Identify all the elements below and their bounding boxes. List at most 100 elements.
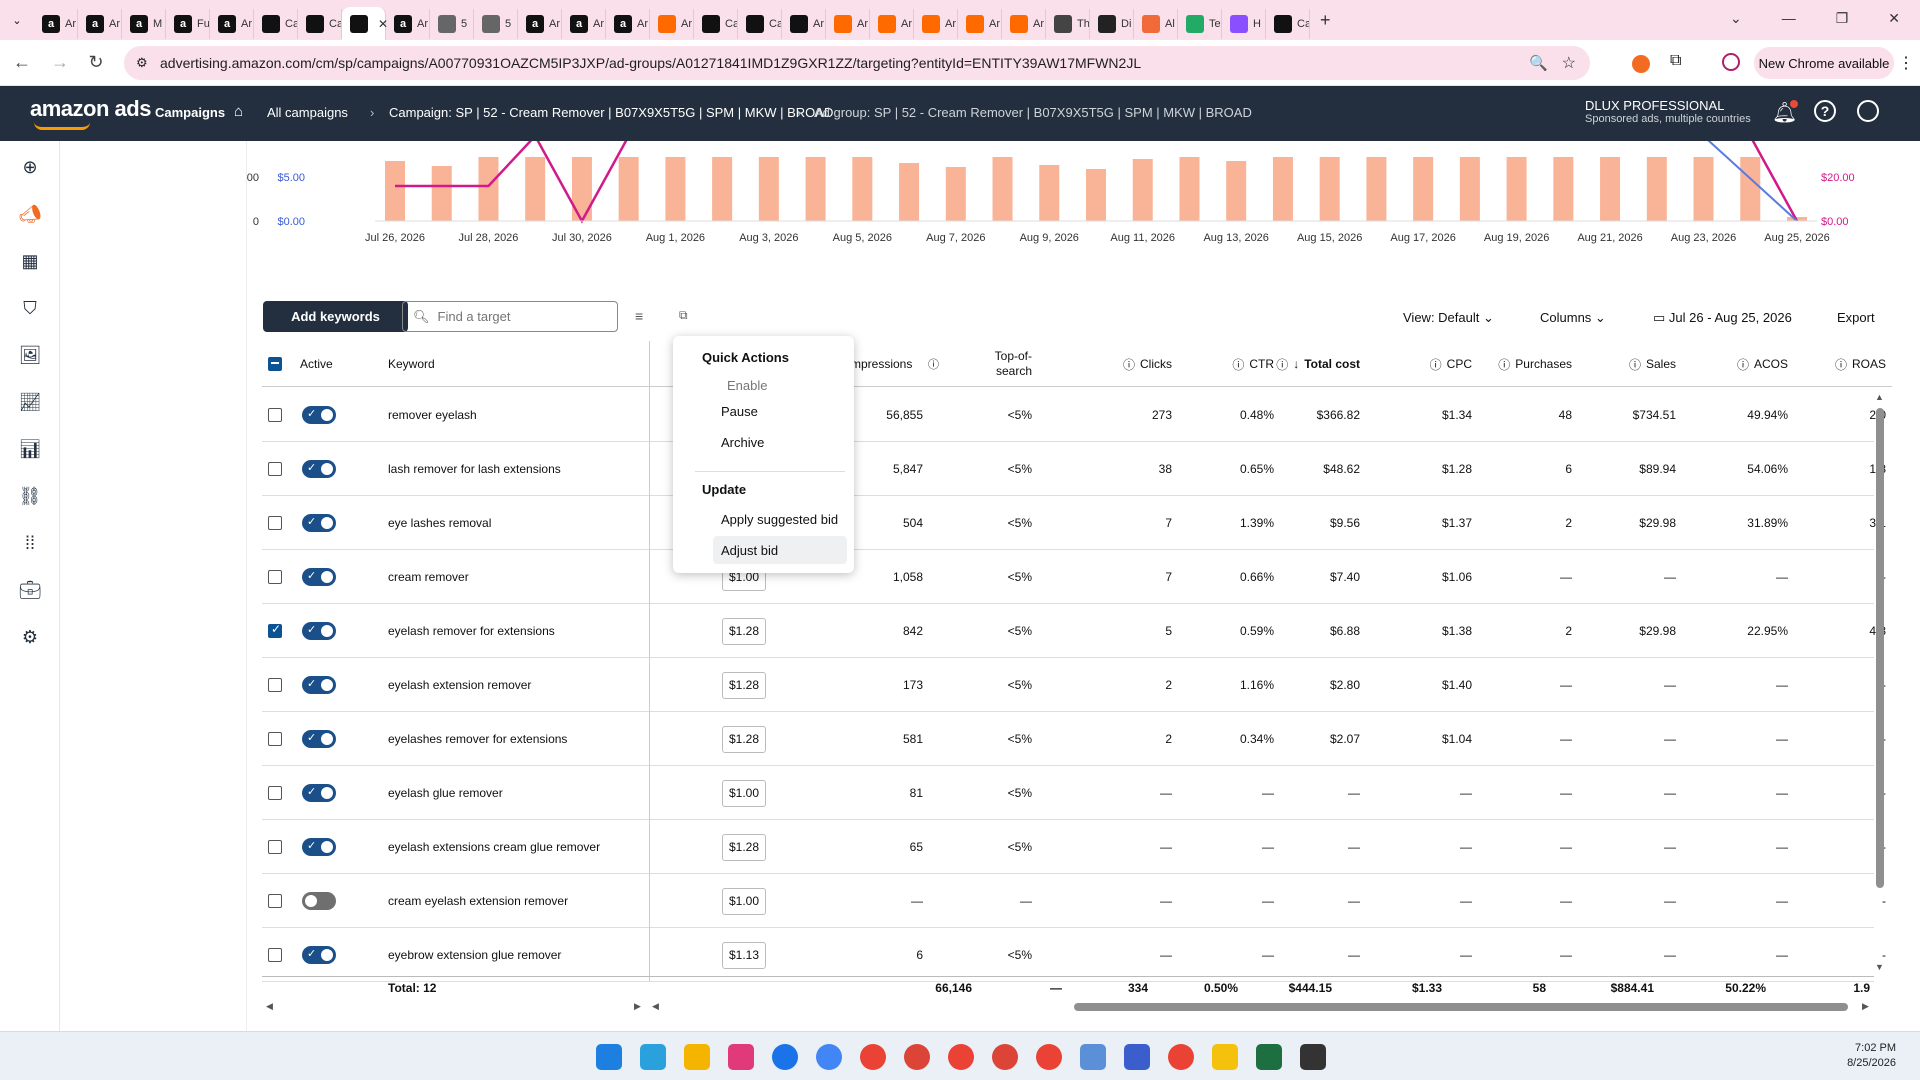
settings-gear-icon[interactable]: ⚙ — [21, 627, 39, 647]
dashboard-grid-icon[interactable]: ▦ — [21, 251, 39, 271]
scroll-up-arrow-icon[interactable]: ▲ — [1875, 392, 1884, 402]
browser-tab[interactable]: a Ar — [210, 9, 254, 39]
bid-input[interactable]: $1.28 — [722, 658, 766, 712]
clock[interactable]: 7:02 PM 8/25/2026 — [1847, 1041, 1896, 1071]
active-toggle[interactable]: ✓ — [302, 820, 336, 874]
campaign-breadcrumb[interactable]: Campaign: SP | 52 - Cream Remover | B07X… — [389, 105, 834, 120]
select-all-checkbox[interactable] — [268, 341, 282, 387]
row-checkbox[interactable] — [268, 496, 282, 550]
table-row[interactable]: cream eyelash extension remover $1.00 — — — —… — [262, 874, 1886, 928]
apps-dots-icon[interactable]: ⁞⁞ — [24, 533, 35, 553]
scroll-left-arrow-icon[interactable]: ◀ — [266, 1001, 273, 1011]
archive-menu-item[interactable]: Archive — [721, 435, 765, 450]
table-row[interactable]: ✓ eyelashes remover for extensions $1.28 58… — [262, 712, 1886, 766]
browser-tab[interactable]: a Ar — [562, 9, 606, 39]
bid-value[interactable]: $1.00 — [722, 887, 766, 915]
row-checkbox[interactable]: ✓ — [268, 604, 282, 658]
browser-tab[interactable]: Ar — [650, 9, 694, 39]
new-tab-button[interactable]: + — [1320, 9, 1331, 30]
table-row[interactable]: ✓ lash remover for lash extensions 5,847 <5… — [262, 442, 1886, 496]
active-toggle[interactable]: ✓ — [302, 496, 336, 550]
all-campaigns-link[interactable]: All campaigns — [267, 105, 348, 120]
bid-input[interactable]: $1.28 — [722, 820, 766, 874]
user-account-icon[interactable] — [1857, 100, 1879, 122]
info-icon[interactable]: ⓘ — [928, 359, 939, 371]
chevron-down-icon[interactable]: ⌄ — [1729, 10, 1742, 26]
bid-input[interactable]: $1.28 — [722, 604, 766, 658]
restore-icon[interactable]: ❐ — [1835, 10, 1849, 26]
browser-tab[interactable]: 5 — [430, 9, 474, 39]
bid-input[interactable]: $1.00 — [722, 874, 766, 928]
vertical-scrollbar-track[interactable]: ▲ ▼ — [1872, 390, 1888, 990]
scroll-right-arrow-icon[interactable]: ▶ — [634, 1001, 641, 1011]
brand-shield-icon[interactable]: ⛉ — [23, 298, 37, 318]
pause-menu-item[interactable]: Pause — [721, 404, 758, 419]
active-toggle[interactable]: ✓ — [302, 388, 336, 442]
chrome-icon[interactable] — [992, 1044, 1018, 1070]
media-player-icon[interactable] — [1300, 1044, 1326, 1070]
table-row[interactable]: ✓ eyelash extensions cream glue remover $1… — [262, 820, 1886, 874]
col-ctr[interactable]: ⓘ CTR — [1162, 341, 1274, 387]
col-roas[interactable]: ⓘ ROAS — [1788, 341, 1886, 387]
zoom-icon[interactable]: 🔍 — [1529, 55, 1548, 72]
campaigns-link[interactable]: Campaigns — [155, 105, 226, 120]
creative-image-icon[interactable]: 🖼︎ — [18, 345, 42, 365]
browser-tab[interactable]: a Fu — [166, 9, 210, 39]
table-row[interactable]: ✓ ✓ eyelash remover for extensions $1.28 842… — [262, 604, 1886, 658]
row-checkbox[interactable] — [268, 712, 282, 766]
active-toggle[interactable]: ✓ — [302, 928, 336, 982]
extensions-puzzle-icon[interactable]: ⧉ — [1670, 52, 1682, 69]
chrome-icon[interactable] — [1036, 1044, 1062, 1070]
bid-input[interactable]: $1.28 — [722, 712, 766, 766]
scroll-down-arrow-icon[interactable]: ▼ — [1875, 962, 1884, 972]
col-cpc[interactable]: ⓘ CPC — [1372, 341, 1472, 387]
excel-icon[interactable] — [1256, 1044, 1282, 1070]
col-total-cost[interactable]: ⓘ ↓ Total cost — [1248, 341, 1360, 387]
table-row[interactable]: ✓ eye lashes removal 504 <5% 7 1.39% $9.56 $1.3… — [262, 496, 1886, 550]
browser-tab[interactable]: Ar — [870, 9, 914, 39]
browser-tab[interactable]: a Ar — [78, 9, 122, 39]
table-row[interactable]: ✓ remover eyelash 56,855 <5% 273 0.48% $366.82… — [262, 388, 1886, 442]
chrome-icon[interactable] — [772, 1044, 798, 1070]
filter-icon[interactable]: ≡ — [635, 308, 644, 324]
browser-tab[interactable]: Ar — [1002, 9, 1046, 39]
horizontal-scrollbar-thumb[interactable] — [1074, 1003, 1848, 1011]
home-icon[interactable]: ⌂ — [234, 103, 244, 120]
active-toggle[interactable]: ✓ — [302, 658, 336, 712]
browser-tab[interactable]: 5 — [474, 9, 518, 39]
row-checkbox[interactable] — [268, 874, 282, 928]
browser-tab[interactable]: Ar — [958, 9, 1002, 39]
help-icon[interactable]: ? — [1814, 100, 1836, 122]
bid-value[interactable]: $1.28 — [722, 833, 766, 861]
browser-tab[interactable]: Ca — [254, 9, 298, 39]
browser-tab[interactable]: H — [1222, 9, 1266, 39]
browser-tab[interactable]: Ar — [782, 9, 826, 39]
app-icon[interactable] — [1080, 1044, 1106, 1070]
extension-orange-icon[interactable] — [1632, 55, 1650, 73]
reload-icon[interactable]: ↻ — [88, 52, 104, 72]
table-row[interactable]: ✓ cream remover $1.00 1,058 <5% 7 0.66% $7.40 $1… — [262, 550, 1886, 604]
col-sales[interactable]: ⓘ Sales — [1572, 341, 1676, 387]
row-checkbox[interactable] — [268, 820, 282, 874]
bid-input[interactable]: $1.00 — [722, 766, 766, 820]
browser-tab[interactable]: Ca — [298, 9, 342, 39]
close-tab-icon[interactable]: ✕ — [378, 17, 389, 31]
active-toggle[interactable]: ✓ — [302, 604, 336, 658]
browser-tab[interactable]: Ar — [914, 9, 958, 39]
forward-icon[interactable]: → — [51, 52, 69, 72]
browser-tab[interactable]: Ca — [1266, 9, 1310, 39]
site-info-icon[interactable]: ⚙ — [136, 55, 148, 70]
col-top-of-search[interactable]: Top-of- search — [962, 341, 1032, 387]
edge-icon[interactable] — [640, 1044, 666, 1070]
notepad-icon[interactable] — [1124, 1044, 1150, 1070]
bid-value[interactable]: $1.13 — [722, 941, 766, 969]
minimize-icon[interactable]: — — [1781, 10, 1796, 26]
browser-tab[interactable]: Th — [1046, 9, 1090, 39]
date-range-picker[interactable]: ▭ Jul 26 - Aug 25, 2026 — [1653, 310, 1792, 326]
row-checkbox[interactable] — [268, 658, 282, 712]
browser-tab[interactable]: Te — [1178, 9, 1222, 39]
browser-tab[interactable]: ✕ — [342, 7, 389, 41]
file-explorer-icon[interactable] — [684, 1044, 710, 1070]
close-window-icon[interactable]: ✕ — [1888, 10, 1900, 26]
tools-briefcase-icon[interactable]: 💼︎ — [18, 580, 42, 600]
